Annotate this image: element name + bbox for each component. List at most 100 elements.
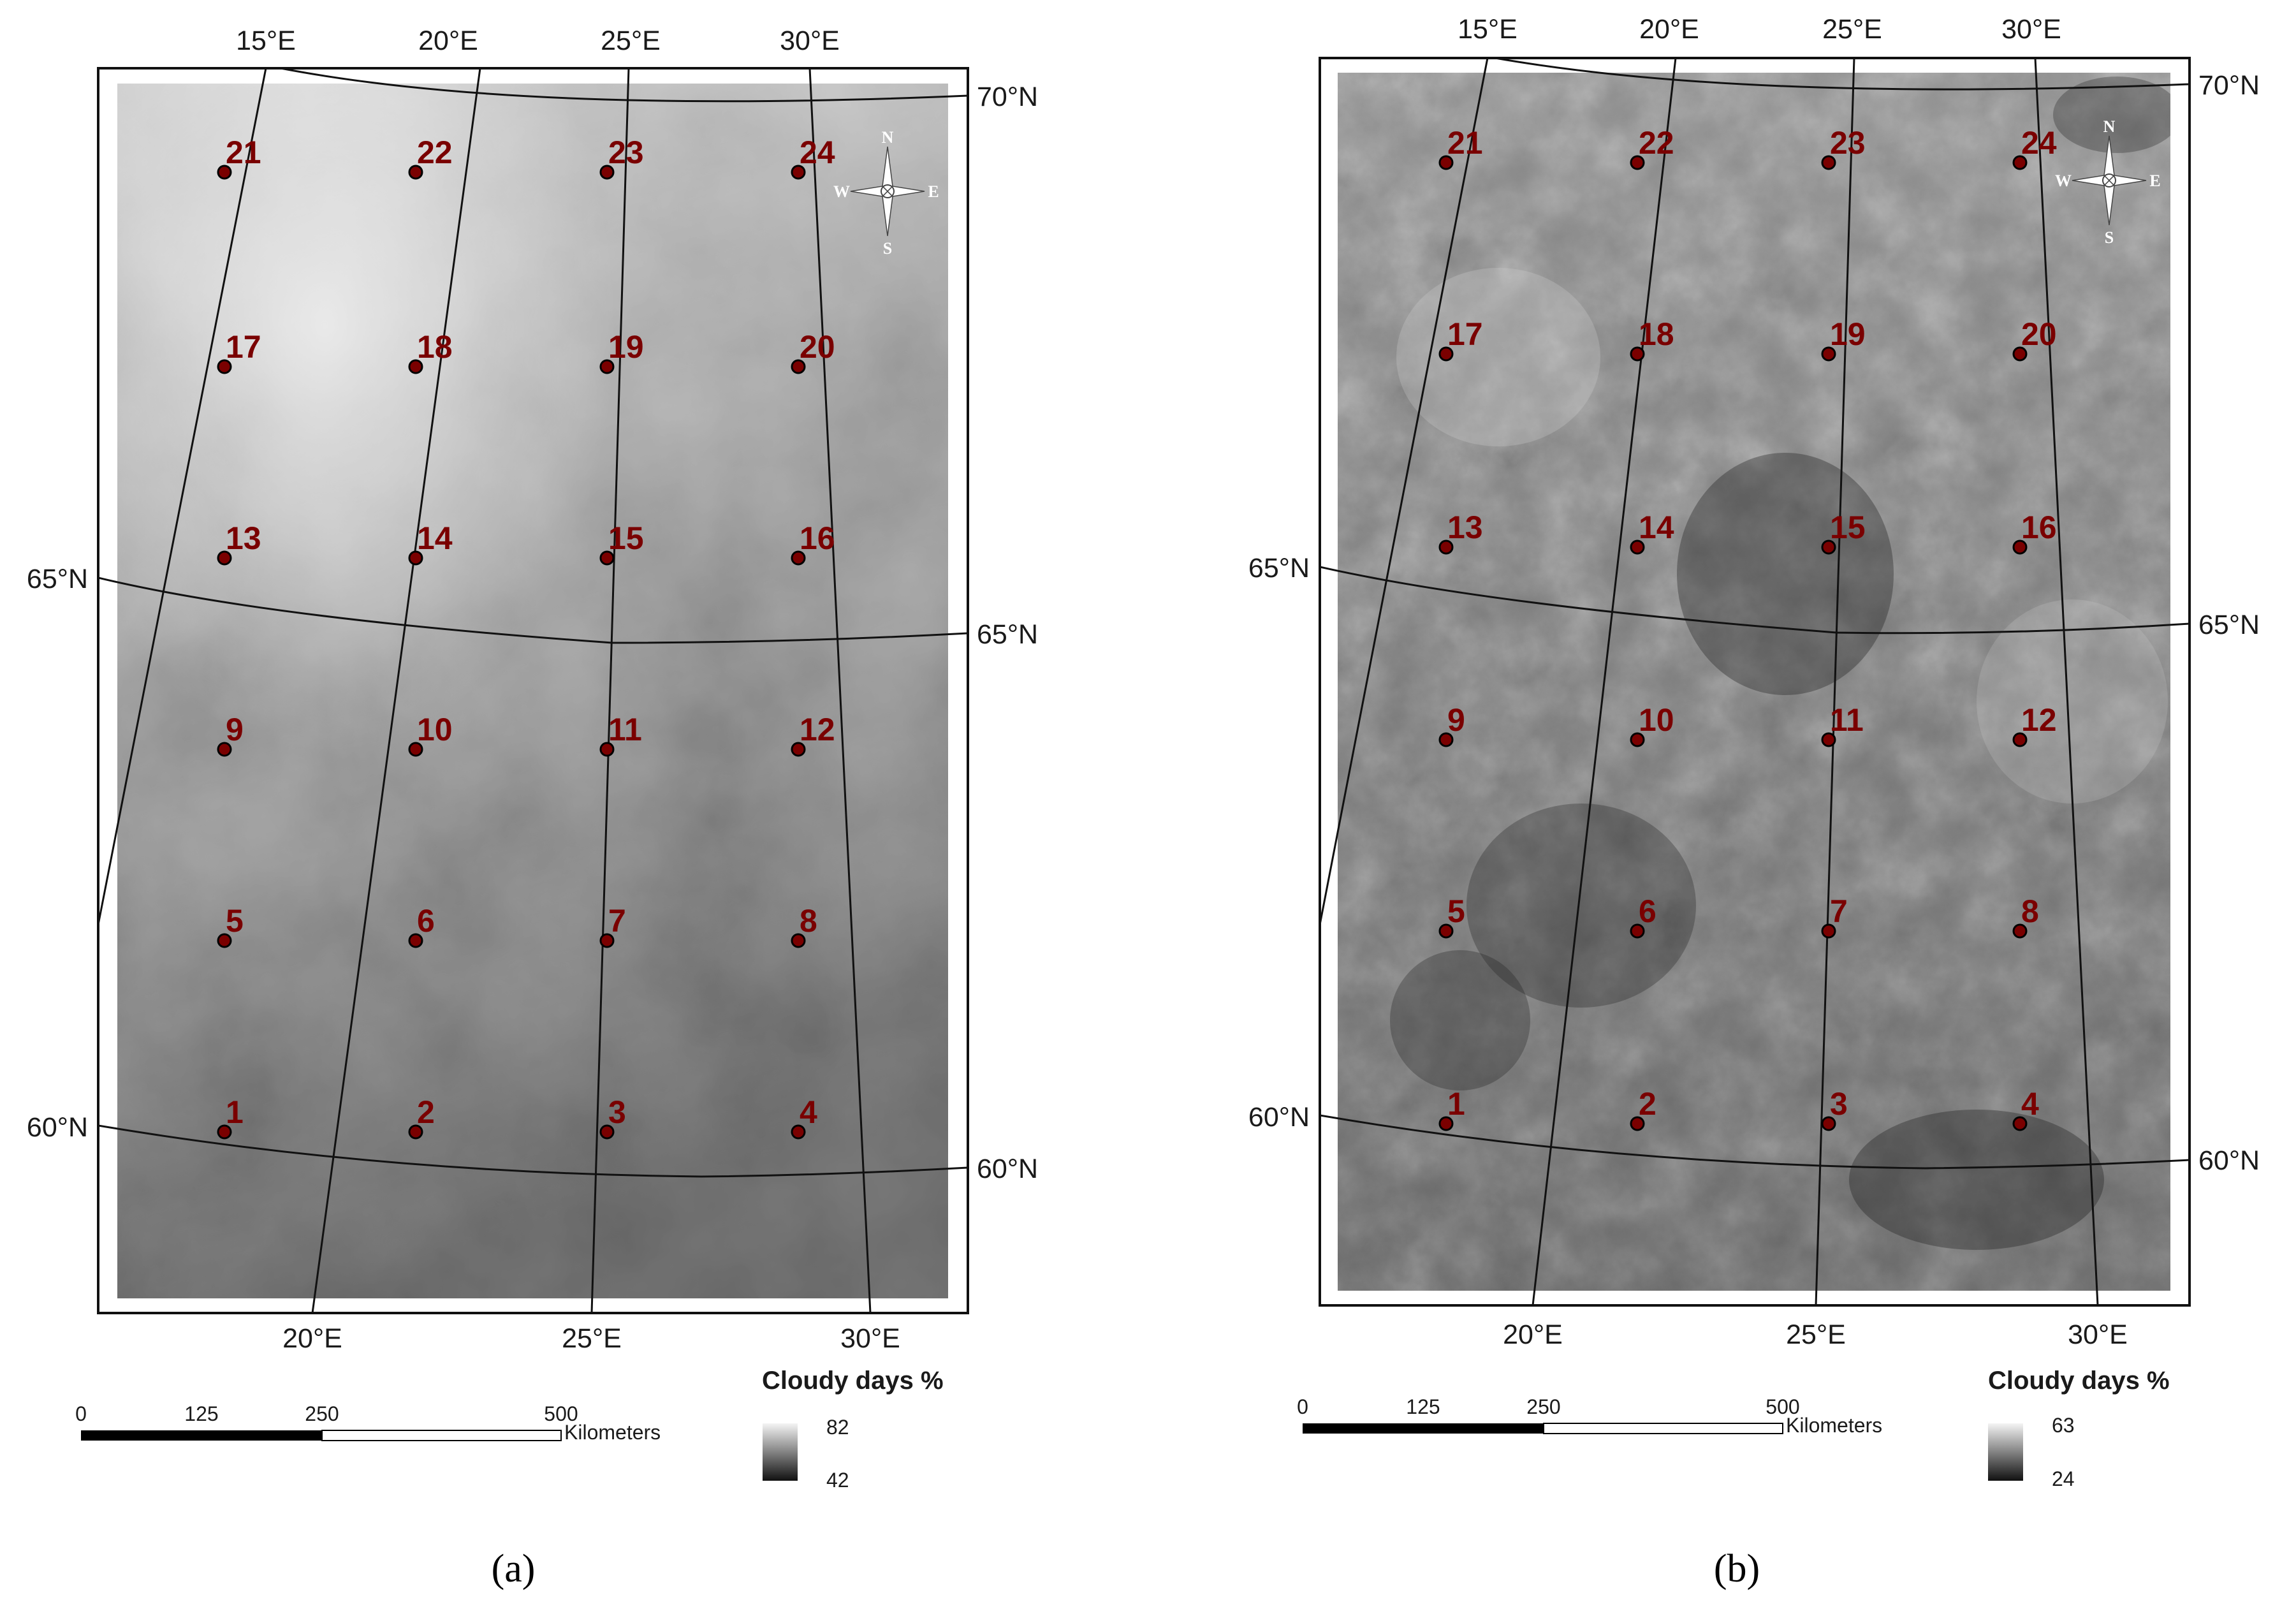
compass-s: S <box>2105 228 2114 247</box>
legend: Cloudy days % 82 42 <box>762 1367 944 1492</box>
lat-label-right-60n: 60°N <box>2198 1145 2260 1176</box>
point-label-1: 1 <box>226 1094 244 1130</box>
raster-layer <box>1338 73 2170 1291</box>
point-label-21: 21 <box>226 135 261 170</box>
point-marker-9 <box>217 742 232 757</box>
compass-w: W <box>833 182 850 201</box>
point-marker-1 <box>1438 1116 1454 1131</box>
point-label-23: 23 <box>1830 125 1866 161</box>
point-label-6: 6 <box>1639 893 1656 929</box>
legend-min: 42 <box>826 1469 849 1492</box>
panel-caption: (a) <box>492 1547 536 1590</box>
point-marker-12 <box>2012 732 2028 747</box>
legend-max: 63 <box>2052 1414 2075 1437</box>
scale-tick-125: 125 <box>184 1402 218 1425</box>
legend-title: Cloudy days % <box>762 1367 944 1395</box>
point-label-23: 23 <box>608 135 644 170</box>
scale-tick-0: 0 <box>1297 1395 1308 1418</box>
point-marker-14 <box>1630 539 1645 555</box>
point-label-8: 8 <box>800 903 817 939</box>
graticule <box>98 68 968 1313</box>
point-label-18: 18 <box>1639 316 1674 352</box>
point-marker-7 <box>599 933 615 948</box>
lat-label-right-65n: 65°N <box>977 619 1038 650</box>
point-marker-19 <box>1821 346 1836 362</box>
scale-tick-250: 250 <box>1526 1395 1560 1418</box>
point-marker-22 <box>1630 155 1645 170</box>
point-label-21: 21 <box>1447 125 1483 161</box>
point-marker-20 <box>791 359 806 374</box>
scale-unit: Kilometers <box>1786 1414 1882 1437</box>
point-label-16: 16 <box>2021 510 2057 545</box>
point-marker-16 <box>2012 539 2028 555</box>
point-marker-12 <box>791 742 806 757</box>
compass-s: S <box>883 239 892 258</box>
lon-label-top-25e: 25°E <box>601 26 661 56</box>
point-marker-10 <box>1630 732 1645 747</box>
lat-label-right-70n: 70°N <box>2198 70 2260 101</box>
point-marker-7 <box>1821 923 1836 939</box>
point-marker-15 <box>599 550 615 566</box>
point-marker-2 <box>408 1124 423 1140</box>
legend-title: Cloudy days % <box>1988 1367 2170 1395</box>
legend-ramp <box>1988 1423 2023 1481</box>
point-marker-10 <box>408 742 423 757</box>
lon-label-top-20e: 20°E <box>1639 14 1699 45</box>
point-marker-6 <box>1630 923 1645 939</box>
point-label-24: 24 <box>800 135 835 170</box>
scale-bar: 0 125 250 500 Kilometers <box>75 1402 661 1444</box>
point-label-14: 14 <box>417 520 453 556</box>
point-marker-18 <box>408 359 423 374</box>
scale-bar: 0 125 250 500 Kilometers <box>1297 1395 1882 1437</box>
point-label-22: 22 <box>417 135 453 170</box>
point-label-9: 9 <box>1447 702 1465 738</box>
point-label-12: 12 <box>2021 702 2057 738</box>
compass-n: N <box>882 128 894 147</box>
point-marker-15 <box>1821 539 1836 555</box>
point-label-11: 11 <box>1830 702 1864 738</box>
scale-tick-500: 500 <box>1766 1395 1799 1418</box>
point-label-7: 7 <box>608 903 626 939</box>
lat-label-right-60n: 60°N <box>977 1154 1038 1184</box>
point-marker-14 <box>408 550 423 566</box>
point-marker-4 <box>2012 1116 2028 1131</box>
point-marker-8 <box>791 933 806 948</box>
point-label-8: 8 <box>2021 893 2039 929</box>
point-label-3: 3 <box>1830 1086 1848 1122</box>
point-label-20: 20 <box>2021 316 2057 352</box>
point-label-1: 1 <box>1447 1086 1465 1122</box>
point-label-7: 7 <box>1830 893 1848 929</box>
point-label-4: 4 <box>800 1094 817 1130</box>
point-label-15: 15 <box>1830 510 1866 545</box>
point-label-10: 10 <box>417 712 453 747</box>
point-label-17: 17 <box>1447 316 1483 352</box>
point-marker-8 <box>2012 923 2028 939</box>
point-marker-9 <box>1438 732 1454 747</box>
point-label-5: 5 <box>1447 893 1465 929</box>
lat-label-left-65n: 65°N <box>27 564 88 594</box>
point-marker-23 <box>599 165 615 180</box>
point-marker-17 <box>217 359 232 374</box>
point-marker-17 <box>1438 346 1454 362</box>
point-marker-3 <box>1821 1116 1836 1131</box>
point-label-13: 13 <box>226 520 261 556</box>
point-label-13: 13 <box>1447 510 1483 545</box>
point-marker-13 <box>1438 539 1454 555</box>
lon-label-bottom-25e: 25°E <box>1786 1319 1846 1350</box>
lat-label-left-60n: 60°N <box>27 1112 88 1143</box>
lon-label-top-30e: 30°E <box>780 26 840 56</box>
point-label-19: 19 <box>1830 316 1866 352</box>
point-marker-3 <box>599 1124 615 1140</box>
scale-tick-125: 125 <box>1406 1395 1440 1418</box>
point-marker-21 <box>217 165 232 180</box>
panel-caption: (b) <box>1714 1547 1760 1590</box>
legend-max: 82 <box>826 1416 849 1439</box>
raster-layer <box>117 84 948 1298</box>
point-marker-4 <box>791 1124 806 1140</box>
lat-label-right-65n: 65°N <box>2198 610 2260 640</box>
